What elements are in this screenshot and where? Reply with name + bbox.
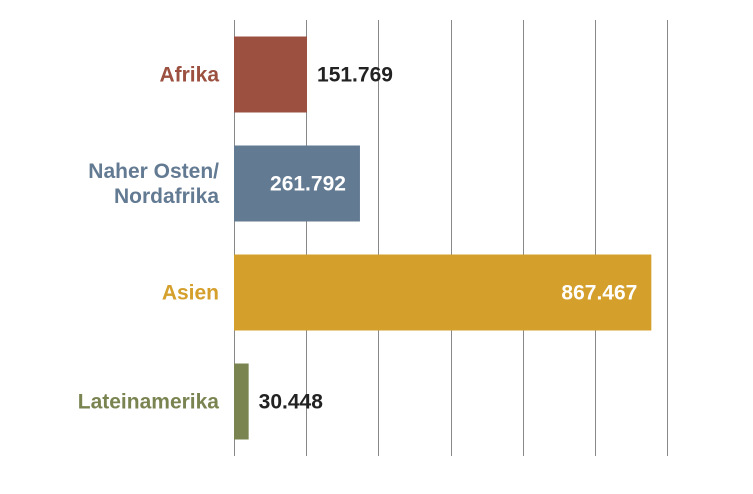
- category-label: Afrika: [159, 64, 219, 87]
- category-label: Asien: [162, 282, 219, 305]
- data-label: 867.467: [561, 282, 637, 305]
- category-label: Naher Osten/Nordafrika: [88, 160, 219, 208]
- data-label: 151.769: [317, 64, 393, 87]
- bar: [234, 36, 308, 113]
- labels: Afrika 151.769 Naher Osten/Nordafrika 261.7…: [78, 64, 638, 414]
- data-label: 30.448: [259, 391, 324, 414]
- data-label: 261.792: [270, 173, 346, 196]
- bar: [234, 145, 360, 222]
- category-label: Lateinamerika: [78, 391, 220, 414]
- bars: [234, 36, 652, 440]
- bar: [234, 254, 652, 331]
- bar: [234, 363, 249, 440]
